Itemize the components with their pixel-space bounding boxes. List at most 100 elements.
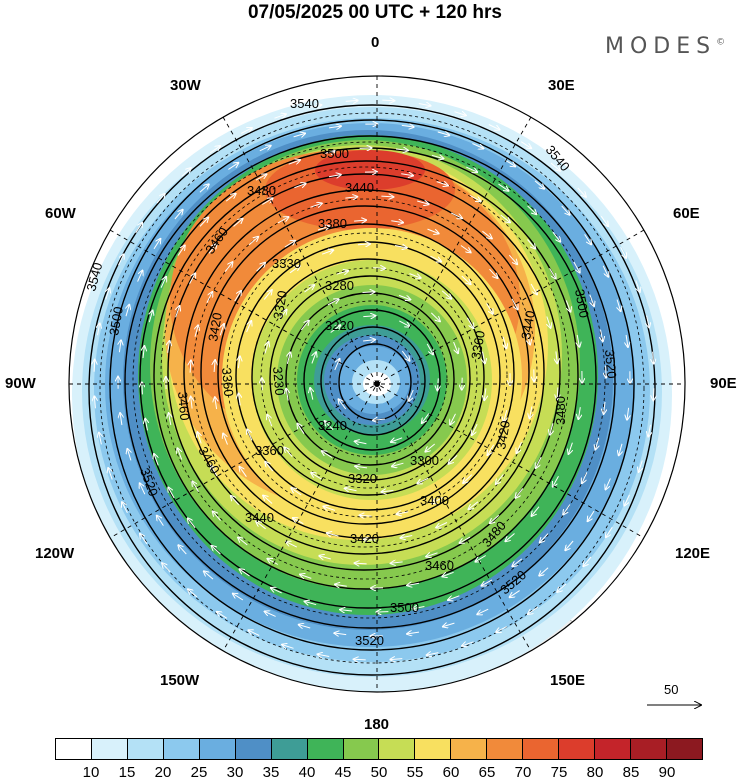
wind-vector [231,496,240,506]
colorbar-tick-label: 75 [550,764,568,781]
wind-vector [122,502,128,514]
wind-vector [486,303,493,314]
wind-vector [427,228,439,233]
wind-vector [549,268,556,278]
wind-vector [505,533,515,542]
brand-mark: © [716,37,726,48]
wind-vector [606,478,611,489]
wind-vector [192,481,199,492]
wind-vector [418,104,431,106]
wind-vector [309,105,322,108]
wind-vector [530,283,537,294]
colorbar-swatch [163,739,200,759]
wind-vector [120,413,122,426]
colorbar-swatch [56,739,92,759]
wind-vector [305,601,317,604]
wind-vector [547,316,551,328]
colorbar-tick-label: 70 [514,764,532,781]
wind-vector [255,174,267,181]
wind-vector [401,536,413,538]
wind-vector [345,197,357,198]
wind-vector [215,397,217,410]
contour-label: 3440 [245,510,274,525]
lon-label-90e: 90E [710,375,737,392]
contour-label: 3420 [493,419,513,450]
wind-vector [225,194,236,202]
wind-vector [217,612,228,619]
wind-vector [324,506,336,510]
dashed-contours [99,112,645,664]
wind-vector [354,220,366,221]
contour-label: 3520 [355,633,384,648]
wind-vector [277,217,288,224]
colorbar-tick-label: 80 [586,764,604,781]
wind-vector [334,359,340,371]
wind-vector [214,360,215,373]
colorbar-swatch [487,739,524,759]
colorbar-swatch [666,739,702,759]
wind-vector [108,468,112,480]
colorbar-tick-label: 10 [82,764,100,781]
wind-vector [328,126,341,128]
wind-vector [426,343,433,355]
wind-vector [355,563,367,564]
wind-vector [213,511,221,521]
colorbar-tick-label: 35 [262,764,280,781]
wind-vector [409,273,421,278]
wind-vector [178,448,183,460]
wind-vector [288,160,300,165]
contour-label: 3300 [410,453,439,468]
wind-vector [490,514,500,523]
wind-vector [500,214,510,223]
wind-vector [454,112,466,116]
wind-vector [536,456,542,468]
wind-vector [354,659,366,660]
lon-label-120e: 120E [675,545,711,562]
contour-label: 3480 [553,396,568,425]
wind-vector [556,351,557,363]
wind-vector [327,533,339,536]
wind-vector [407,632,420,634]
wind-vector [450,413,456,425]
wind-vector [381,196,393,197]
wind-vector [504,159,515,166]
wind-vector [240,467,247,477]
wind-vector [540,533,549,543]
wind-vector [284,241,295,248]
colorbar-tick-label: 25 [190,764,208,781]
wind-vector [153,239,160,250]
wind-vector [137,271,143,282]
wind-vector [569,442,573,454]
wind-vector [477,608,489,614]
wind-vector [143,346,144,359]
wind-vector [401,125,414,127]
wind-vector [373,268,385,269]
wind-vector [617,299,621,312]
wind-vector [94,396,95,409]
wind-vector [199,184,209,193]
wind-vector [425,443,436,452]
colorbar-tick-label: 20 [154,764,172,781]
wind-vector [188,589,198,598]
contour-label: 3320 [270,289,290,320]
colorbar-tick-label: 15 [118,764,136,781]
wind-vector [188,518,196,529]
wind-vector [530,406,532,419]
wind-vector [228,163,238,170]
wind-vector [154,454,159,466]
wind-vector [578,407,580,419]
wind-vector [488,444,495,455]
wind-vector [503,336,506,349]
wind-vector [636,280,640,292]
wind-vector [127,449,130,461]
wind-vector [534,180,544,189]
contour-label: 3280 [325,278,354,293]
wind-vector [391,221,403,223]
wind-vector [240,128,252,134]
contour-lines [88,104,656,676]
wind-vector [589,294,594,306]
wind-vector [382,491,394,492]
wind-vector [553,475,559,486]
wind-vector [489,268,498,278]
wind-vector [340,610,353,611]
